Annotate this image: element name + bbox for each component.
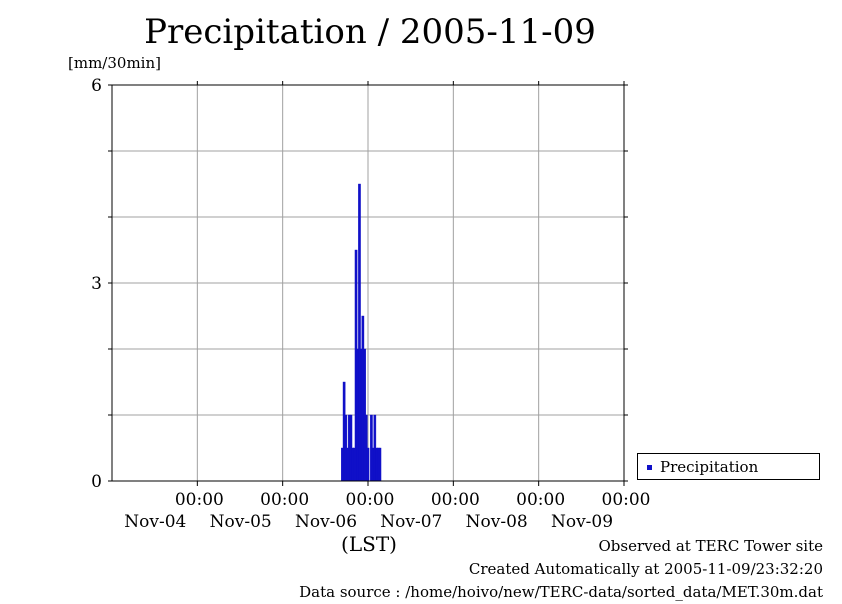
x-tick-date-label: Nov-08	[466, 512, 528, 532]
x-tick-time-label: 00:00	[175, 490, 224, 510]
x-tick-date-label: Nov-09	[551, 512, 613, 532]
precipitation-bar	[366, 447, 370, 482]
axis-ticks	[108, 81, 628, 486]
y-axis-unit-label: [mm/30min]	[68, 54, 161, 72]
y-tick-label: 0	[91, 472, 102, 492]
x-tick-date-label: Nov-07	[380, 512, 442, 532]
x-axis-label: (LST)	[341, 532, 397, 556]
grid-lines	[112, 85, 625, 481]
y-tick-label: 6	[91, 76, 102, 96]
observed-note: Observed at TERC Tower site	[598, 537, 823, 555]
x-tick-time-label: 00:00	[260, 490, 309, 510]
chart-title: Precipitation / 2005-11-09	[144, 12, 596, 52]
x-tick-time-label: 00:00	[346, 490, 395, 510]
x-tick-time-label: 00:00	[431, 490, 480, 510]
x-tick-time-label: 00:00	[602, 490, 651, 510]
x-tick-date-label: Nov-06	[295, 512, 357, 532]
footer-notes: Observed at TERC Tower site Created Auto…	[299, 535, 823, 604]
axis-tick-labels: 00:00Nov-0400:00Nov-0500:00Nov-0600:00No…	[91, 76, 650, 532]
legend-swatch-precipitation	[647, 465, 652, 470]
data-source-note: Data source : /home/hoivo/new/TERC-data/…	[299, 583, 823, 601]
precipitation-bar	[378, 447, 382, 482]
created-note: Created Automatically at 2005-11-09/23:3…	[468, 560, 823, 578]
legend: Precipitation	[637, 453, 820, 480]
x-tick-time-label: 00:00	[516, 490, 565, 510]
y-tick-label: 3	[91, 274, 102, 294]
x-tick-date-label: Nov-04	[124, 512, 186, 532]
precipitation-bars	[341, 183, 382, 482]
legend-label-precipitation: Precipitation	[660, 458, 759, 476]
x-tick-date-label: Nov-05	[210, 512, 272, 532]
